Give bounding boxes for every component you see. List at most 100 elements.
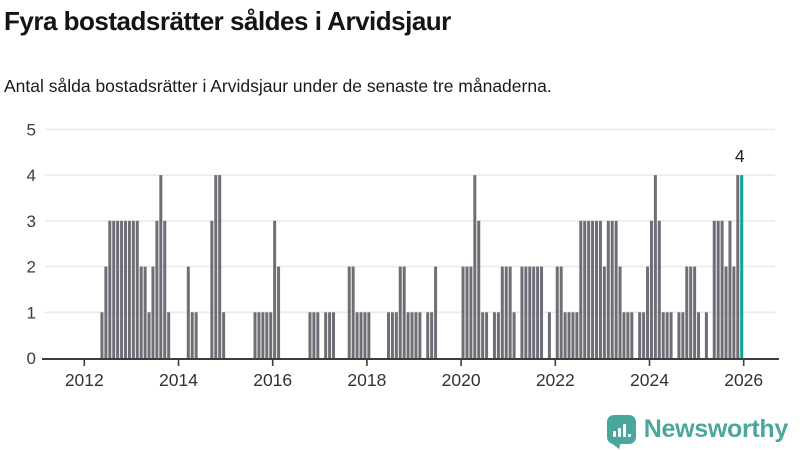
bar [308, 312, 312, 358]
brand-footer: Newsworthy [606, 415, 788, 449]
bar [190, 312, 194, 358]
bar [414, 312, 418, 358]
bar [390, 312, 394, 358]
bar [500, 266, 504, 358]
bar [540, 266, 544, 358]
bar [167, 312, 171, 358]
bar [532, 266, 536, 358]
bar [269, 312, 273, 358]
bar [508, 266, 512, 358]
bar [485, 312, 489, 358]
bar [575, 312, 579, 358]
bar [661, 312, 665, 358]
x-axis-tick [554, 360, 557, 366]
bar [328, 312, 332, 358]
bar [355, 312, 359, 358]
bar [481, 312, 485, 358]
bar [492, 312, 496, 358]
bar [312, 312, 316, 358]
bar [724, 266, 728, 358]
bar [528, 266, 532, 358]
bar [469, 266, 473, 358]
y-axis-tick-label: 2 [27, 258, 36, 277]
bar [461, 266, 465, 358]
bar [347, 266, 351, 358]
bar [563, 312, 567, 358]
bar [359, 312, 363, 358]
y-axis-tick-label: 5 [27, 120, 36, 139]
bar [406, 312, 410, 358]
x-axis-tick [271, 360, 274, 366]
y-axis-tick-label: 1 [27, 303, 36, 322]
bar [712, 220, 716, 358]
logo-bar-icon [622, 424, 627, 437]
x-axis-tick [366, 360, 368, 366]
bar [127, 220, 131, 358]
bar [720, 220, 724, 358]
bar [681, 312, 685, 358]
bar [618, 266, 622, 358]
bar [512, 312, 516, 358]
bar [504, 266, 508, 358]
x-axis-tick-label: 2026 [724, 370, 763, 390]
bar [394, 312, 398, 358]
bar [316, 312, 320, 358]
bar [222, 312, 226, 358]
bar [386, 312, 390, 358]
bar [697, 312, 701, 358]
bar [100, 312, 104, 358]
bar [139, 266, 143, 358]
bar [579, 220, 583, 358]
bar [273, 220, 277, 358]
bar [653, 175, 657, 358]
bar [277, 266, 281, 358]
bar [477, 220, 481, 358]
bar [657, 220, 661, 358]
bar [257, 312, 261, 358]
bar [704, 312, 708, 358]
bar [728, 220, 732, 358]
bar [595, 220, 598, 358]
bar [536, 266, 540, 358]
bar [218, 175, 222, 358]
page-title: Fyra bostadsrätter såldes i Arvidsjaur [4, 6, 451, 36]
bar [473, 175, 477, 358]
x-axis-tick [177, 360, 180, 366]
bar [665, 312, 669, 358]
newsworthy-logo-icon [606, 415, 636, 449]
bar [367, 312, 371, 358]
speech-bubble-tail [609, 442, 621, 449]
x-axis-tick [83, 360, 86, 366]
bar [591, 220, 595, 358]
monthly-sales-bar-chart: 0 1 2 3 4 5 2012 2014 2016 2018 2020 2022 2024 2026 4 [27, 120, 779, 390]
y-axis-tick-label: 3 [27, 212, 36, 231]
bar [151, 266, 155, 358]
bar [646, 266, 650, 358]
bar [104, 266, 108, 358]
bar [434, 266, 438, 358]
x-axis-tick [648, 360, 651, 366]
bar [159, 175, 163, 358]
bar [210, 220, 214, 358]
bar [253, 312, 257, 358]
bar [120, 220, 124, 358]
bar [332, 312, 336, 358]
bar [265, 312, 269, 358]
bar [571, 312, 575, 358]
bar [685, 266, 689, 358]
bar [418, 312, 422, 358]
x-axis-tick-label: 2020 [442, 370, 481, 390]
x-axis-tick [460, 360, 462, 366]
bar [555, 266, 559, 358]
bar [602, 266, 606, 358]
bar [716, 220, 720, 358]
bar [524, 266, 528, 358]
bar [426, 312, 430, 358]
highlighted-bar [740, 175, 744, 358]
bar [430, 312, 434, 358]
bar [186, 266, 190, 358]
bar [351, 266, 355, 358]
bar [587, 220, 591, 358]
bar [559, 266, 563, 358]
bar [732, 266, 736, 358]
